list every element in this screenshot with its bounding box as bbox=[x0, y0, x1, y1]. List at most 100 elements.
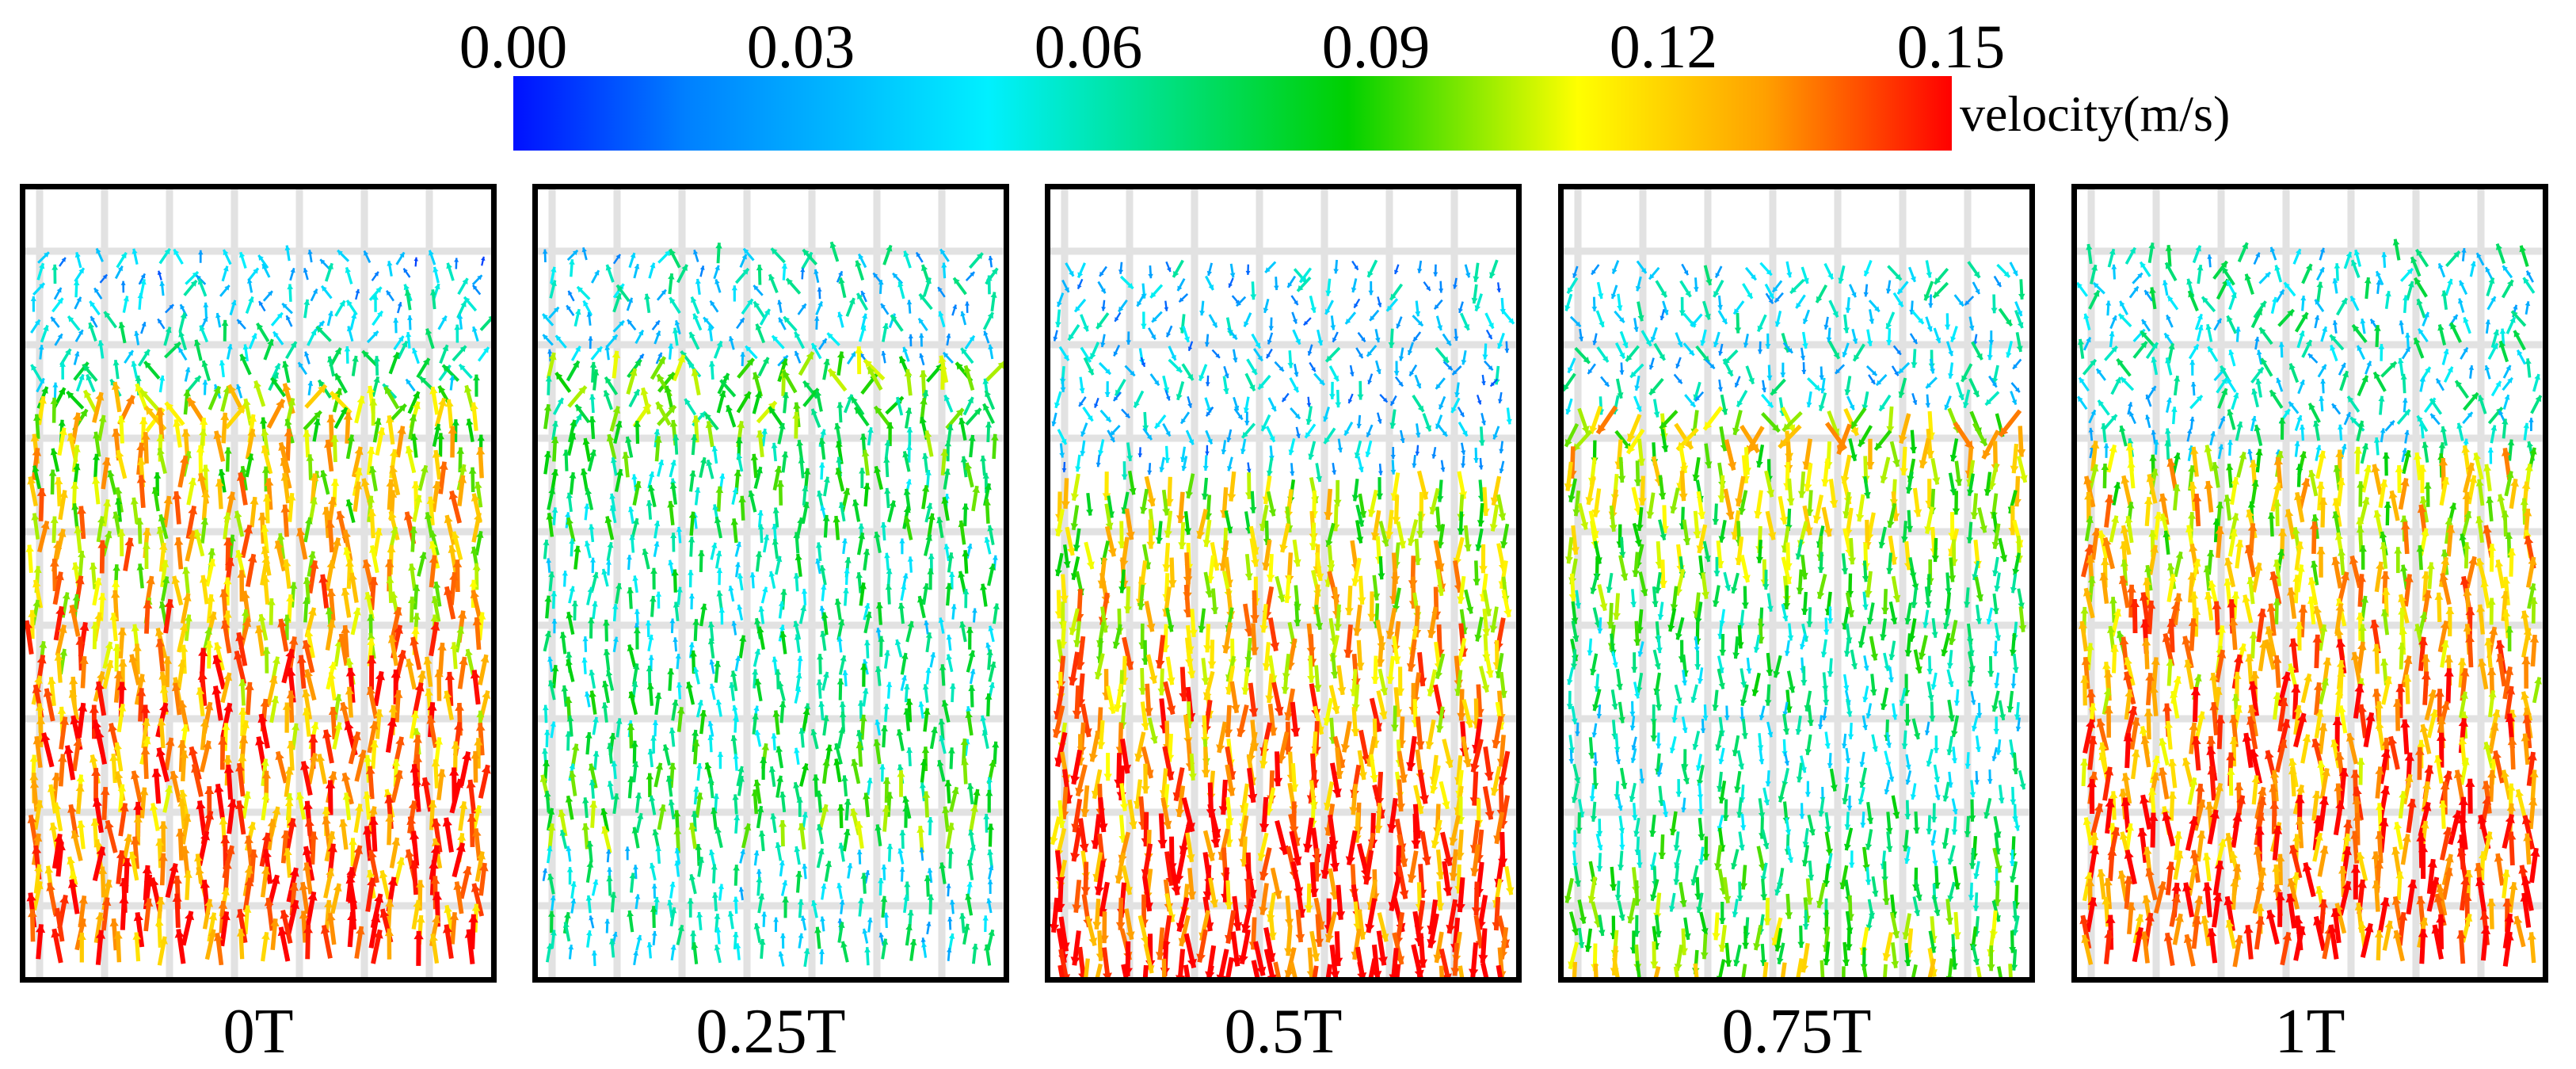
velocity-arrowhead bbox=[821, 804, 829, 812]
velocity-arrowhead bbox=[707, 777, 714, 784]
velocity-arrowhead bbox=[1146, 623, 1156, 632]
velocity-arrowhead bbox=[158, 319, 162, 324]
velocity-arrowhead bbox=[839, 899, 845, 905]
velocity-arrowhead bbox=[193, 529, 202, 537]
velocity-arrowhead bbox=[429, 530, 437, 538]
velocity-arrowhead bbox=[422, 358, 429, 365]
velocity-arrowhead bbox=[1206, 575, 1215, 583]
velocity-arrowhead bbox=[924, 430, 932, 438]
velocity-arrowhead bbox=[551, 469, 559, 476]
velocity-arrowhead bbox=[393, 607, 402, 616]
velocity-arrowhead bbox=[771, 248, 778, 255]
velocity-arrowhead bbox=[1080, 431, 1086, 437]
velocity-arrowhead bbox=[136, 475, 147, 483]
velocity-arrowhead bbox=[782, 896, 789, 903]
velocity-arrowhead bbox=[32, 600, 41, 607]
velocity-arrowhead bbox=[689, 650, 697, 657]
velocity-arrowhead bbox=[39, 378, 44, 384]
velocity-arrowhead bbox=[825, 861, 833, 868]
velocity-arrowhead bbox=[674, 848, 680, 853]
velocity-arrowhead bbox=[247, 554, 257, 563]
velocity-arrowhead bbox=[667, 899, 673, 906]
velocity-arrowhead bbox=[1490, 497, 1499, 506]
velocity-arrowhead bbox=[673, 827, 682, 834]
velocity-arrowhead bbox=[119, 895, 129, 904]
velocity-arrowhead bbox=[482, 690, 491, 699]
velocity-arrowhead bbox=[711, 892, 718, 899]
velocity-arrowhead bbox=[547, 846, 553, 852]
velocity-arrowhead bbox=[246, 278, 253, 284]
velocity-arrowhead bbox=[1354, 452, 1361, 459]
velocity-arrowhead bbox=[1142, 425, 1149, 431]
velocity-arrowhead bbox=[838, 842, 845, 849]
velocity-arrowhead bbox=[941, 700, 949, 707]
velocity-arrowhead bbox=[49, 823, 58, 830]
velocity-arrowhead bbox=[242, 791, 251, 800]
velocity-arrowhead bbox=[591, 950, 597, 956]
velocity-arrowhead bbox=[333, 694, 342, 701]
velocity-arrowhead bbox=[391, 838, 401, 846]
velocity-arrowhead bbox=[476, 851, 486, 860]
velocity-arrowhead bbox=[391, 758, 401, 766]
velocity-arrowhead bbox=[920, 937, 926, 942]
velocity-arrowhead bbox=[120, 281, 126, 285]
velocity-arrowhead bbox=[1324, 512, 1333, 520]
velocity-arrowhead bbox=[203, 302, 209, 307]
velocity-arrowhead bbox=[222, 861, 232, 869]
velocity-arrowhead bbox=[1262, 662, 1271, 671]
velocity-arrowhead bbox=[1242, 431, 1248, 438]
velocity-arrowhead bbox=[631, 761, 639, 768]
velocity-arrowhead bbox=[714, 517, 722, 524]
velocity-arrowhead bbox=[674, 861, 680, 866]
velocity-arrowhead bbox=[413, 391, 420, 399]
velocity-arrowhead bbox=[1069, 627, 1077, 636]
velocity-arrowhead bbox=[654, 521, 661, 527]
velocity-arrowhead bbox=[457, 610, 467, 619]
velocity-arrowhead bbox=[112, 382, 120, 390]
velocity-arrowhead bbox=[664, 386, 672, 393]
velocity-arrowhead bbox=[768, 766, 776, 773]
velocity-arrowhead bbox=[208, 559, 216, 567]
velocity-arrowhead bbox=[734, 469, 741, 477]
velocity-arrowhead bbox=[395, 736, 405, 746]
velocity-arrowhead bbox=[1278, 366, 1284, 372]
velocity-arrowhead bbox=[574, 545, 581, 552]
velocity-arrowhead bbox=[311, 722, 319, 730]
velocity-arrowhead bbox=[134, 330, 139, 336]
velocity-arrowhead bbox=[379, 909, 390, 918]
velocity-arrowhead bbox=[182, 593, 192, 601]
velocity-arrowhead bbox=[76, 774, 85, 782]
velocity-arrowhead bbox=[793, 573, 800, 579]
velocity-arrowhead bbox=[345, 499, 353, 507]
velocity-arrowhead bbox=[710, 300, 715, 307]
velocity-arrowhead bbox=[364, 754, 372, 762]
velocity-arrowhead bbox=[1112, 641, 1121, 649]
velocity-arrowhead bbox=[213, 430, 223, 440]
velocity-arrowhead bbox=[385, 814, 394, 822]
velocity-arrowhead bbox=[68, 605, 78, 614]
velocity-arrowhead bbox=[1126, 531, 1135, 540]
velocity-arrowhead bbox=[473, 284, 478, 290]
velocity-arrowhead bbox=[730, 518, 738, 525]
velocity-arrowhead bbox=[345, 667, 356, 677]
velocity-arrowhead bbox=[688, 362, 695, 368]
velocity-arrowhead bbox=[585, 488, 593, 495]
velocity-arrowhead bbox=[286, 594, 295, 602]
velocity-arrowhead bbox=[196, 800, 206, 810]
velocity-arrowhead bbox=[347, 912, 357, 921]
velocity-arrowhead bbox=[154, 918, 164, 926]
velocity-arrowhead bbox=[199, 418, 208, 426]
velocity-arrowhead bbox=[432, 891, 443, 900]
velocity-arrowhead bbox=[794, 846, 801, 853]
velocity-arrowhead bbox=[113, 931, 123, 939]
velocity-arrowhead bbox=[204, 786, 215, 794]
velocity-arrowhead bbox=[1435, 384, 1441, 389]
velocity-arrowhead bbox=[875, 602, 883, 609]
velocity-arrowhead bbox=[1171, 354, 1176, 361]
velocity-arrowhead bbox=[410, 764, 420, 773]
velocity-arrowhead bbox=[32, 685, 42, 693]
velocity-arrowhead bbox=[903, 684, 910, 690]
velocity-arrowhead bbox=[693, 250, 699, 255]
velocity-arrowhead bbox=[409, 830, 420, 840]
colorbar-tick: 0.00 bbox=[459, 12, 568, 81]
